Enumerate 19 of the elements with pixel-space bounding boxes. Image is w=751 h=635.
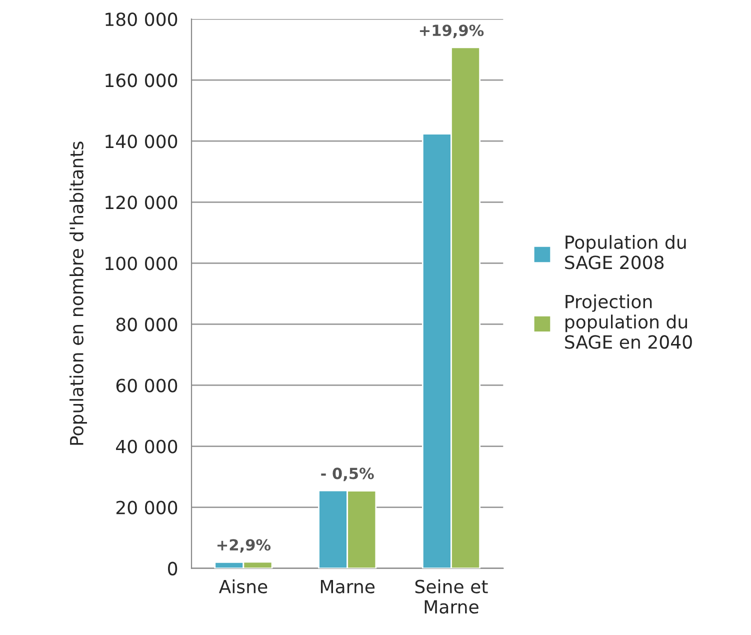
x-tick-label: Marne (320, 580, 375, 594)
y-tick-label: 0 (168, 562, 178, 576)
y-axis-title: Population en nombre d'habitants (70, 142, 87, 445)
y-tick-label: 160 000 (106, 74, 178, 88)
y-tick-label: 40 000 (116, 440, 178, 454)
y-tick-label: 80 000 (116, 318, 178, 332)
y-tick-label: 60 000 (116, 378, 178, 392)
y-tick-label: 120 000 (106, 196, 178, 210)
y-tick-label: 140 000 (106, 134, 178, 148)
annotation: - 0,5% (321, 468, 374, 482)
y-tick-label: 100 000 (106, 256, 178, 270)
annotation: +2,9% (217, 539, 271, 553)
annotation: +19,9% (420, 24, 484, 38)
x-tick-label: Aisne (218, 579, 268, 594)
legend-label: Population du SAGE 2008 (565, 235, 686, 270)
y-tick-label: 180 000 (106, 12, 178, 26)
y-tick-label: 20 000 (116, 500, 178, 514)
legend-label: Projection population du SAGE en 2040 (565, 294, 692, 349)
x-tick-label: Seine et Marne (415, 579, 488, 614)
